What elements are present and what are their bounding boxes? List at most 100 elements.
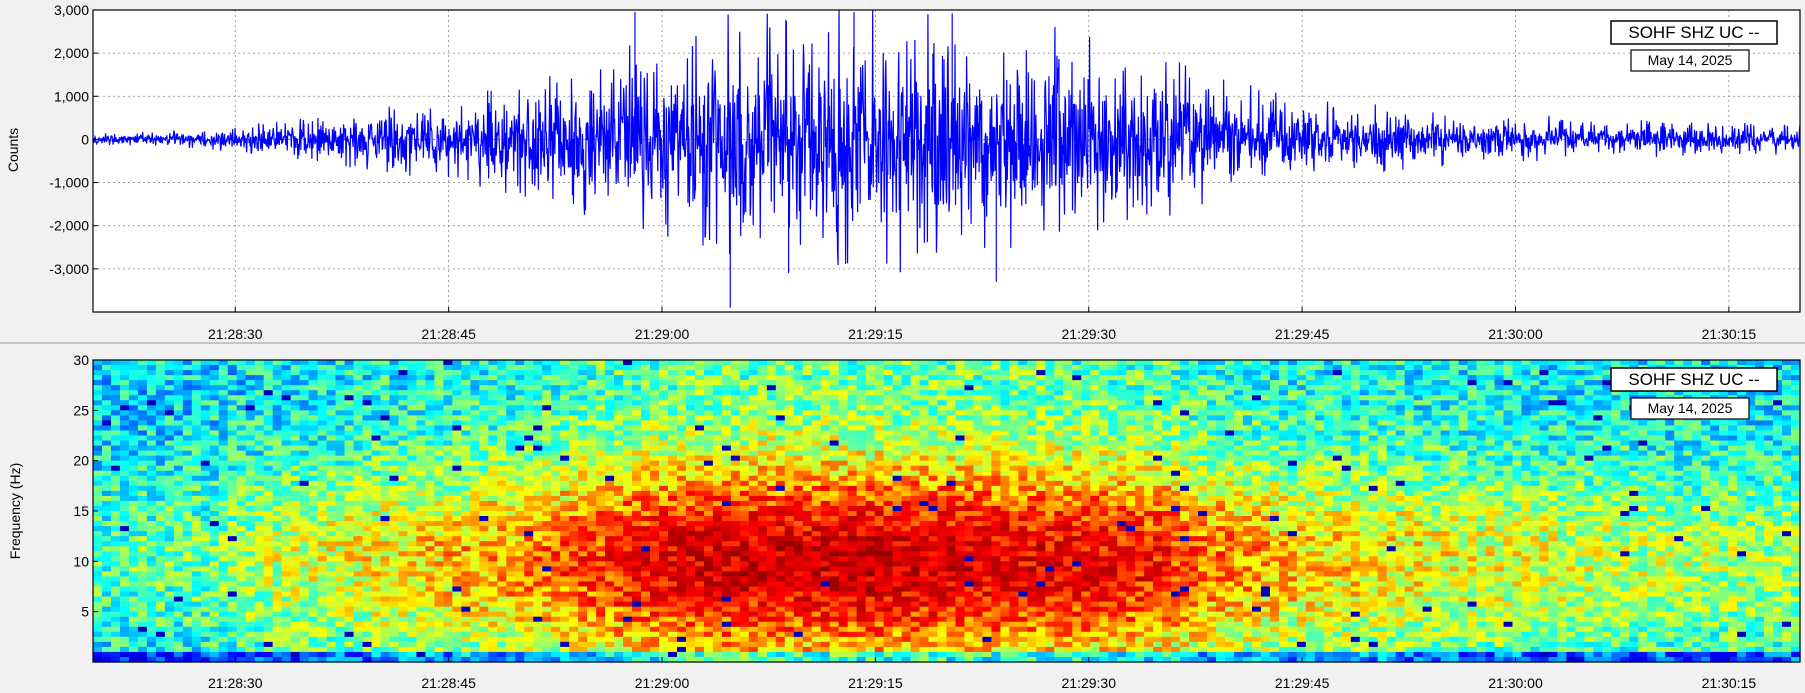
spectrogram-cell bbox=[730, 360, 741, 366]
spectrogram-cell bbox=[650, 470, 660, 477]
spectrogram-cell bbox=[524, 551, 534, 557]
spectrogram-cell bbox=[569, 641, 579, 648]
spectrogram-cell bbox=[811, 516, 822, 522]
spectrogram-cell bbox=[452, 616, 462, 623]
spectrogram-cell bbox=[497, 531, 507, 537]
spectrogram-cell bbox=[748, 385, 759, 391]
spectrogram-cell bbox=[254, 380, 265, 386]
spectrogram-cell bbox=[730, 395, 741, 401]
spectrogram-cell bbox=[730, 430, 741, 437]
spectrogram-cell bbox=[515, 576, 525, 583]
spectrogram-cell bbox=[182, 505, 193, 512]
spectrogram-cell bbox=[263, 636, 274, 643]
spectrogram-cell bbox=[299, 430, 310, 437]
spectrogram-cell bbox=[560, 576, 570, 583]
spectrogram-cell bbox=[497, 561, 507, 567]
spectrogram-cell bbox=[335, 566, 346, 572]
spectrogram-cell bbox=[659, 430, 669, 437]
spectrogram-cell bbox=[551, 450, 561, 457]
spectrogram-cell bbox=[110, 375, 121, 381]
spectrogram-cell bbox=[173, 440, 184, 447]
spectrogram-cell bbox=[362, 541, 373, 547]
spectrogram-cell bbox=[362, 566, 373, 572]
spectrogram-cell bbox=[578, 621, 588, 628]
spectrogram-cell bbox=[407, 485, 418, 492]
spectrogram-cell bbox=[344, 480, 355, 487]
spectrogram-cell bbox=[119, 511, 130, 517]
spectrogram-cell bbox=[676, 430, 687, 437]
spectrogram-cell bbox=[173, 505, 184, 512]
spectrogram-cell bbox=[793, 450, 804, 457]
spectrogram-cell bbox=[515, 440, 525, 447]
spectrogram-cell bbox=[766, 485, 777, 492]
spectrogram-cell bbox=[362, 385, 373, 391]
spectrogram-cell bbox=[425, 596, 435, 603]
spectrogram-cell bbox=[452, 521, 462, 527]
spectrogram-cell bbox=[290, 566, 301, 572]
spectrogram-cell bbox=[362, 546, 373, 552]
spectrogram-cell bbox=[335, 445, 346, 452]
spectrogram-cell bbox=[93, 521, 103, 527]
spectrogram-cell bbox=[676, 470, 687, 477]
spectrogram-cell bbox=[488, 410, 498, 416]
spectrogram-cell bbox=[488, 646, 498, 653]
spectrogram-cell bbox=[425, 440, 435, 447]
spectrogram-cell bbox=[353, 556, 364, 562]
spectrogram-cell bbox=[820, 460, 831, 467]
spectrogram-cell bbox=[605, 415, 615, 421]
spectrogram-cell bbox=[416, 420, 427, 427]
spectrogram-cell bbox=[659, 636, 669, 643]
spectrogram-cell bbox=[659, 470, 669, 477]
spectrogram-cell bbox=[245, 415, 256, 421]
spectrogram-cell bbox=[461, 400, 471, 406]
spectrogram-cell bbox=[128, 596, 139, 603]
spectrogram-cell bbox=[317, 460, 328, 467]
spectrogram-cell bbox=[110, 641, 121, 648]
spectrogram-cell bbox=[344, 505, 355, 512]
spectrogram-cell bbox=[335, 465, 346, 472]
spectrogram-cell bbox=[775, 596, 786, 603]
spectrogram-cell bbox=[542, 576, 552, 583]
spectrogram-cell bbox=[326, 500, 337, 507]
spectrogram-cell bbox=[497, 460, 507, 467]
spectrogram-cell bbox=[362, 400, 373, 406]
spectrogram-cell bbox=[380, 641, 391, 648]
spectrogram-cell bbox=[326, 571, 337, 578]
spectrogram-cell bbox=[308, 380, 319, 386]
spectrogram-cell bbox=[389, 495, 400, 502]
spectrogram-cell bbox=[317, 505, 328, 512]
spectrogram-cell bbox=[578, 425, 588, 432]
spectrogram-cell bbox=[93, 410, 103, 416]
spectrogram-cell bbox=[434, 601, 444, 608]
spectrogram-cell bbox=[667, 425, 678, 432]
spectrogram-cell bbox=[461, 380, 471, 386]
spectrogram-cell bbox=[676, 561, 687, 567]
spectrogram-cell bbox=[524, 500, 534, 507]
spectrogram-cell bbox=[766, 360, 777, 366]
spectrogram-cell bbox=[659, 521, 669, 527]
spectrogram-cell bbox=[137, 395, 148, 401]
spectrogram-cell bbox=[254, 656, 265, 663]
spectrogram-cell bbox=[200, 641, 211, 648]
spectrogram-cell bbox=[137, 480, 148, 487]
spectrogram-cell bbox=[182, 450, 193, 457]
spectrogram-cell bbox=[344, 601, 355, 608]
spectrogram-cell bbox=[335, 576, 346, 583]
spectrogram-cell bbox=[694, 425, 705, 432]
spectrogram-cell bbox=[407, 410, 418, 416]
spectrogram-cell bbox=[766, 435, 777, 442]
spectrogram-cell bbox=[757, 616, 768, 623]
spectrogram-cell bbox=[820, 606, 831, 613]
spectrogram-cell bbox=[703, 646, 714, 653]
spectrogram-cell bbox=[461, 591, 471, 598]
spectrogram-cell bbox=[569, 365, 579, 371]
spectrogram-cell bbox=[182, 581, 193, 588]
spectrogram-cell bbox=[497, 365, 507, 371]
spectrogram-cell bbox=[137, 360, 148, 366]
spectrogram-cell bbox=[623, 465, 633, 472]
spectrogram-cell bbox=[748, 380, 759, 386]
spectrogram-cell bbox=[362, 656, 373, 663]
spectrogram-cell bbox=[443, 430, 453, 437]
spectrogram-cell bbox=[641, 505, 651, 512]
spectrogram-cell bbox=[173, 420, 184, 427]
